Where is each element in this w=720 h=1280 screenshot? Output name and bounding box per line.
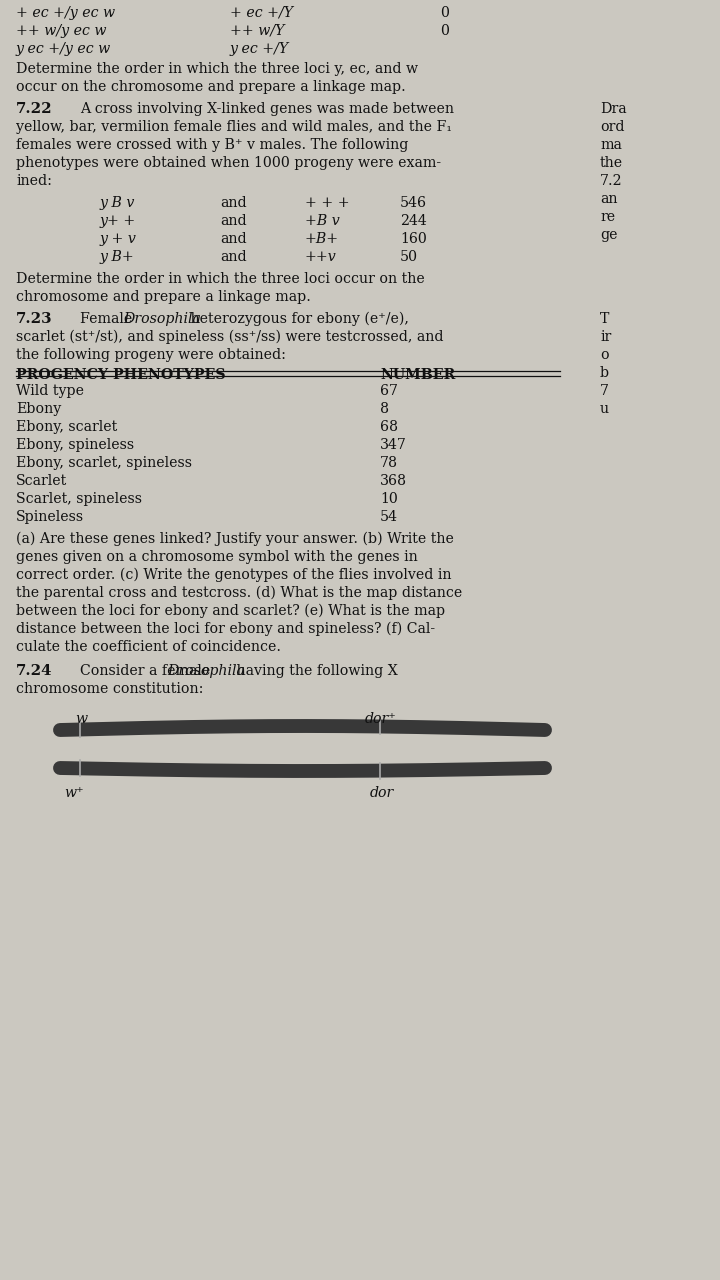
Text: and: and (220, 250, 247, 264)
Text: dor: dor (370, 786, 395, 800)
Text: an: an (600, 192, 618, 206)
Text: ++ w/Y: ++ w/Y (230, 24, 284, 38)
Text: Determine the order in which the three loci y, ec, and w: Determine the order in which the three l… (16, 61, 418, 76)
Text: Ebony: Ebony (16, 402, 61, 416)
Text: 7: 7 (600, 384, 609, 398)
Text: heterozygous for ebony (e⁺/e),: heterozygous for ebony (e⁺/e), (186, 312, 409, 326)
Text: correct order. (c) Write the genotypes of the flies involved in: correct order. (c) Write the genotypes o… (16, 568, 451, 582)
Text: 7.2: 7.2 (600, 174, 623, 188)
Text: NUMBER: NUMBER (380, 369, 455, 381)
Text: scarlet (st⁺/st), and spineless (ss⁺/ss) were testcrossed, and: scarlet (st⁺/st), and spineless (ss⁺/ss)… (16, 330, 444, 344)
Text: A cross involving X-linked genes was made between: A cross involving X-linked genes was mad… (80, 102, 454, 116)
Text: chromosome and prepare a linkage map.: chromosome and prepare a linkage map. (16, 291, 311, 303)
Text: the: the (600, 156, 623, 170)
Text: +B+: +B+ (305, 232, 339, 246)
Text: PROGENCY PHENOTYPES: PROGENCY PHENOTYPES (16, 369, 225, 381)
Text: o: o (600, 348, 608, 362)
Text: + ec +/y ec w: + ec +/y ec w (16, 6, 115, 20)
Text: Determine the order in which the three loci occur on the: Determine the order in which the three l… (16, 271, 425, 285)
Text: + ec +/Y: + ec +/Y (230, 6, 293, 20)
Text: Ebony, scarlet: Ebony, scarlet (16, 420, 117, 434)
Text: 10: 10 (380, 492, 398, 506)
Text: Consider a female: Consider a female (80, 664, 215, 678)
Text: 7.22: 7.22 (16, 102, 53, 116)
Text: +B v: +B v (305, 214, 340, 228)
Text: w⁺: w⁺ (64, 786, 84, 800)
Text: 54: 54 (380, 509, 398, 524)
Text: ++ w/y ec w: ++ w/y ec w (16, 24, 107, 38)
Text: w: w (75, 712, 87, 726)
Text: 368: 368 (380, 474, 407, 488)
Text: chromosome constitution:: chromosome constitution: (16, 682, 204, 696)
Text: + + +: + + + (305, 196, 350, 210)
Text: y B+: y B+ (100, 250, 135, 264)
Text: the following progeny were obtained:: the following progeny were obtained: (16, 348, 286, 362)
Text: 78: 78 (380, 456, 398, 470)
Text: ++v: ++v (305, 250, 337, 264)
Text: ined:: ined: (16, 174, 52, 188)
Text: Scarlet, spineless: Scarlet, spineless (16, 492, 142, 506)
Text: Drosophila: Drosophila (123, 312, 201, 326)
Text: 0: 0 (440, 6, 449, 20)
Text: genes given on a chromosome symbol with the genes in: genes given on a chromosome symbol with … (16, 550, 418, 564)
Text: b: b (600, 366, 609, 380)
Text: y B v: y B v (100, 196, 135, 210)
Text: y+ +: y+ + (100, 214, 136, 228)
Text: Scarlet: Scarlet (16, 474, 67, 488)
Text: and: and (220, 196, 247, 210)
Text: Dra: Dra (600, 102, 626, 116)
Text: ir: ir (600, 330, 611, 344)
Text: 244: 244 (400, 214, 427, 228)
Text: 160: 160 (400, 232, 427, 246)
Text: y ec +/y ec w: y ec +/y ec w (16, 42, 112, 56)
Text: 0: 0 (440, 24, 449, 38)
Text: the parental cross and testcross. (d) What is the map distance: the parental cross and testcross. (d) Wh… (16, 586, 462, 600)
Text: between the loci for ebony and scarlet? (e) What is the map: between the loci for ebony and scarlet? … (16, 604, 445, 618)
Text: 7.24: 7.24 (16, 664, 53, 678)
Text: having the following X: having the following X (232, 664, 397, 678)
Text: 67: 67 (380, 384, 398, 398)
Text: 68: 68 (380, 420, 398, 434)
Text: ma: ma (600, 138, 622, 152)
Text: (a) Are these genes linked? Justify your answer. (b) Write the: (a) Are these genes linked? Justify your… (16, 532, 454, 547)
Text: yellow, bar, vermilion female flies and wild males, and the F₁: yellow, bar, vermilion female flies and … (16, 120, 452, 134)
Text: re: re (600, 210, 615, 224)
Text: occur on the chromosome and prepare a linkage map.: occur on the chromosome and prepare a li… (16, 79, 406, 93)
Text: females were crossed with y B⁺ v males. The following: females were crossed with y B⁺ v males. … (16, 138, 408, 152)
Text: Spineless: Spineless (16, 509, 84, 524)
Text: Drosophila: Drosophila (167, 664, 245, 678)
Text: Ebony, scarlet, spineless: Ebony, scarlet, spineless (16, 456, 192, 470)
Text: y + v: y + v (100, 232, 137, 246)
Text: ord: ord (600, 120, 624, 134)
Text: 546: 546 (400, 196, 427, 210)
Text: 7.23: 7.23 (16, 312, 53, 326)
Text: and: and (220, 232, 247, 246)
Text: 347: 347 (380, 438, 407, 452)
Text: dor⁺: dor⁺ (365, 712, 397, 726)
Text: y ec +/Y: y ec +/Y (230, 42, 289, 56)
Text: Wild type: Wild type (16, 384, 84, 398)
Text: phenotypes were obtained when 1000 progeny were exam-: phenotypes were obtained when 1000 proge… (16, 156, 441, 170)
Text: 8: 8 (380, 402, 389, 416)
Text: and: and (220, 214, 247, 228)
Text: u: u (600, 402, 609, 416)
Text: Ebony, spineless: Ebony, spineless (16, 438, 134, 452)
Text: Female: Female (80, 312, 137, 326)
Text: 50: 50 (400, 250, 418, 264)
Text: T: T (600, 312, 609, 326)
Text: ge: ge (600, 228, 618, 242)
Text: distance between the loci for ebony and spineless? (f) Cal-: distance between the loci for ebony and … (16, 622, 435, 636)
Text: culate the coefficient of coincidence.: culate the coefficient of coincidence. (16, 640, 281, 654)
